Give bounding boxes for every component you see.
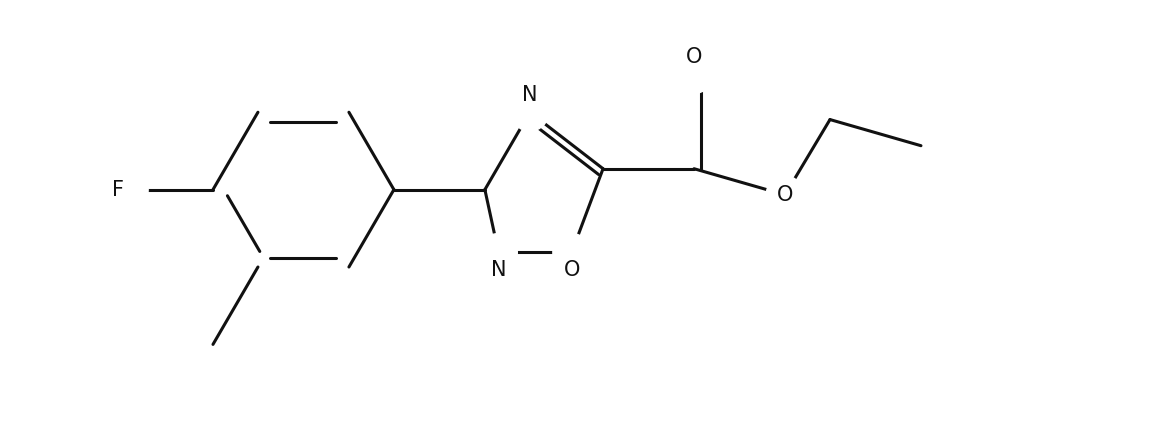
Circle shape bbox=[767, 176, 804, 213]
Text: N: N bbox=[522, 85, 537, 105]
Circle shape bbox=[511, 93, 549, 131]
Circle shape bbox=[110, 171, 148, 209]
Text: O: O bbox=[686, 47, 702, 67]
Text: O: O bbox=[777, 185, 793, 205]
Circle shape bbox=[675, 56, 713, 93]
Text: F: F bbox=[112, 179, 124, 200]
Circle shape bbox=[479, 233, 518, 271]
Text: N: N bbox=[491, 260, 506, 280]
Circle shape bbox=[552, 233, 591, 271]
Text: O: O bbox=[564, 260, 580, 280]
